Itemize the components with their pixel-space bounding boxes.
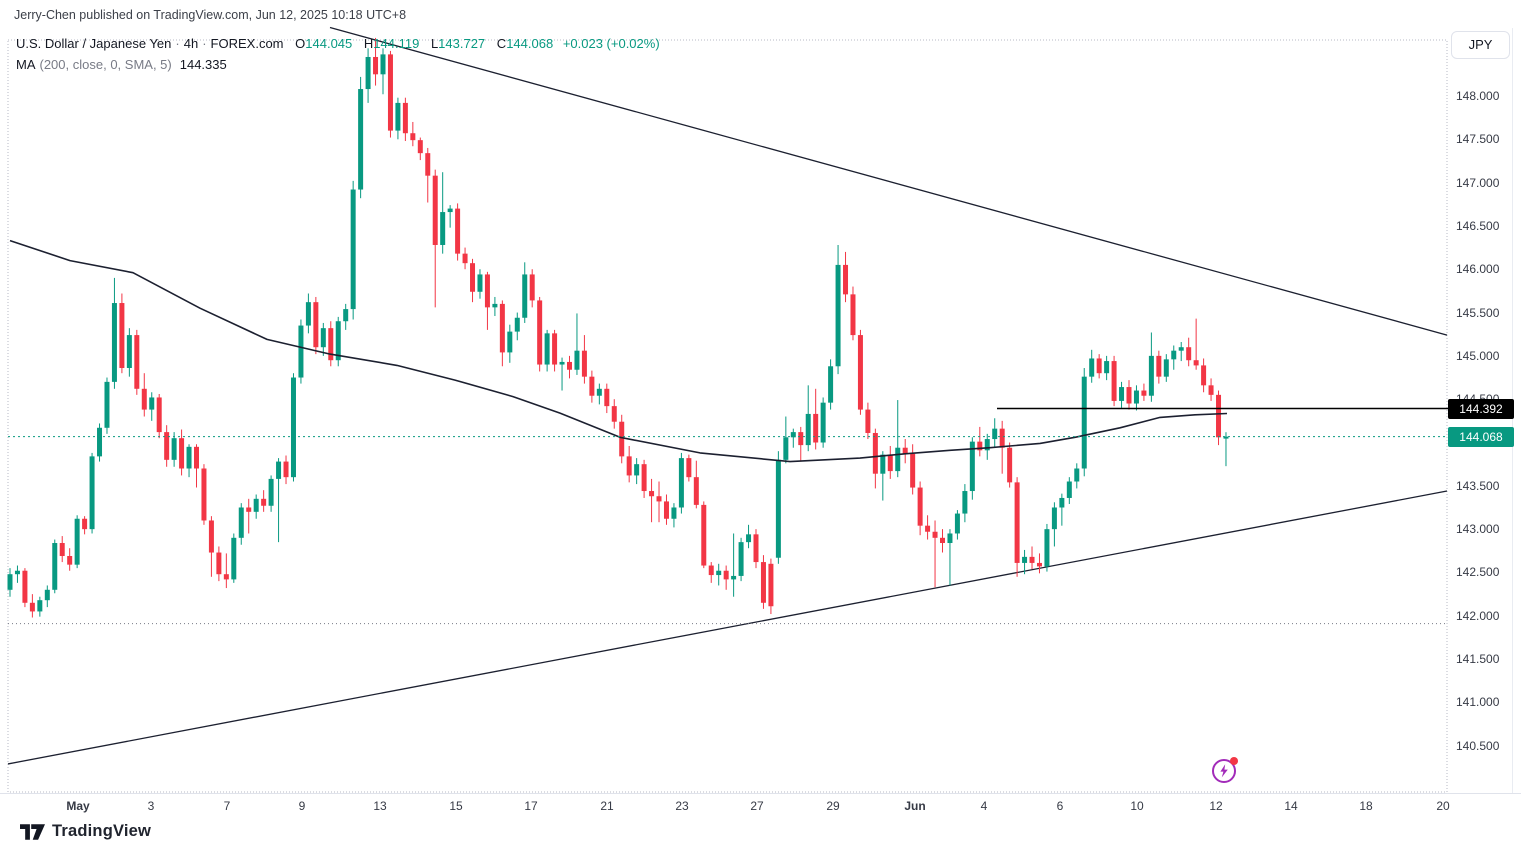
time-tick-label: 27 [750, 799, 764, 813]
time-tick-label: 4 [980, 799, 988, 813]
time-tick-label: 20 [1436, 799, 1450, 813]
time-tick-label: May [66, 799, 90, 813]
time-tick-label: 14 [1284, 799, 1298, 813]
change-value: +0.023 (+0.02%) [562, 36, 660, 51]
tradingview-footer-logo[interactable]: TradingView [20, 822, 151, 841]
ma-value: 144.335 [179, 57, 227, 72]
horizontal-ray-price-label: 144.392 [1448, 398, 1514, 419]
high-value: 144.119 [373, 36, 420, 51]
price-tick-label: 147.000 [1456, 175, 1500, 190]
time-tick-label: Jun [904, 799, 926, 813]
price-tick-label: 145.000 [1456, 348, 1500, 363]
time-tick-label: 17 [524, 799, 538, 813]
ma-params: (200, close, 0, SMA, 5) [39, 57, 172, 72]
symbol-legend-row: U.S. Dollar / Japanese Yen · 4h · FOREX.com … [16, 36, 660, 51]
open-letter: O [295, 36, 306, 51]
price-axis[interactable]: 148.000 147.500 147.000 146.500 146.000 145.5… [1447, 28, 1521, 793]
interval-label[interactable]: 4h [183, 36, 199, 51]
close-letter: C [496, 36, 507, 51]
ma-legend-row[interactable]: MA (200, close, 0, SMA, 5) 144.335 [16, 57, 660, 72]
price-tick-label: 140.500 [1456, 738, 1500, 753]
price-tick-label: 143.500 [1456, 478, 1500, 493]
last-price-label: 144.068 [1448, 426, 1514, 447]
time-tick-label: 10 [1130, 799, 1144, 813]
time-tick-label: 29 [826, 799, 840, 813]
time-tick-label: 13 [373, 799, 387, 813]
high-letter: H [363, 36, 374, 51]
notification-dot [1230, 757, 1238, 765]
legend-separator: · [175, 36, 180, 51]
price-tick-label: 141.000 [1456, 695, 1500, 710]
price-tick-label: 146.500 [1456, 218, 1500, 233]
close-value: 144.068 [506, 36, 554, 51]
economic-event-flash-icon[interactable] [1212, 757, 1238, 783]
price-tick-label: 143.000 [1456, 522, 1500, 537]
symbol-title[interactable]: U.S. Dollar / Japanese Yen [16, 36, 172, 51]
price-tick-label: 142.000 [1456, 608, 1500, 623]
time-tick-label: 9 [298, 799, 306, 813]
time-tick-label: 7 [223, 799, 231, 813]
open-value: 144.045 [305, 36, 353, 51]
price-tick-label: 148.000 [1456, 88, 1500, 103]
exchange-label[interactable]: FOREX.com [210, 36, 284, 51]
time-tick-label: 18 [1359, 799, 1373, 813]
lightning-bolt-icon [1220, 764, 1228, 778]
low-letter: L [430, 36, 439, 51]
price-tick-label: 141.500 [1456, 652, 1500, 667]
time-tick-label: 12 [1209, 799, 1223, 813]
time-axis[interactable]: May 3 7 9 13 15 17 21 23 27 29 Jun 4 6 10 12 14 18 20 [0, 793, 1521, 818]
time-tick-label: 15 [449, 799, 463, 813]
time-tick-label: 23 [675, 799, 689, 813]
price-tick-label: 142.500 [1456, 565, 1500, 580]
price-tick-label: 146.000 [1456, 262, 1500, 277]
attribution-text: Jerry-Chen published on TradingView.com,… [14, 8, 407, 22]
time-tick-label: 3 [147, 799, 155, 813]
price-tick-label: 147.500 [1456, 132, 1500, 147]
ma-name: MA [16, 57, 36, 72]
time-tick-label: 6 [1056, 799, 1064, 813]
legend-separator: · [202, 36, 207, 51]
chart-legend: U.S. Dollar / Japanese Yen · 4h · FOREX.com … [16, 36, 660, 72]
candlestick-chart[interactable] [0, 0, 1521, 820]
tradingview-logo-mark [20, 823, 45, 840]
currency-toggle-button[interactable]: JPY [1451, 31, 1510, 59]
low-value: 143.727 [438, 36, 486, 51]
time-tick-label: 21 [600, 799, 614, 813]
tradingview-brand-text: TradingView [52, 822, 152, 840]
price-tick-label: 145.500 [1456, 305, 1500, 320]
